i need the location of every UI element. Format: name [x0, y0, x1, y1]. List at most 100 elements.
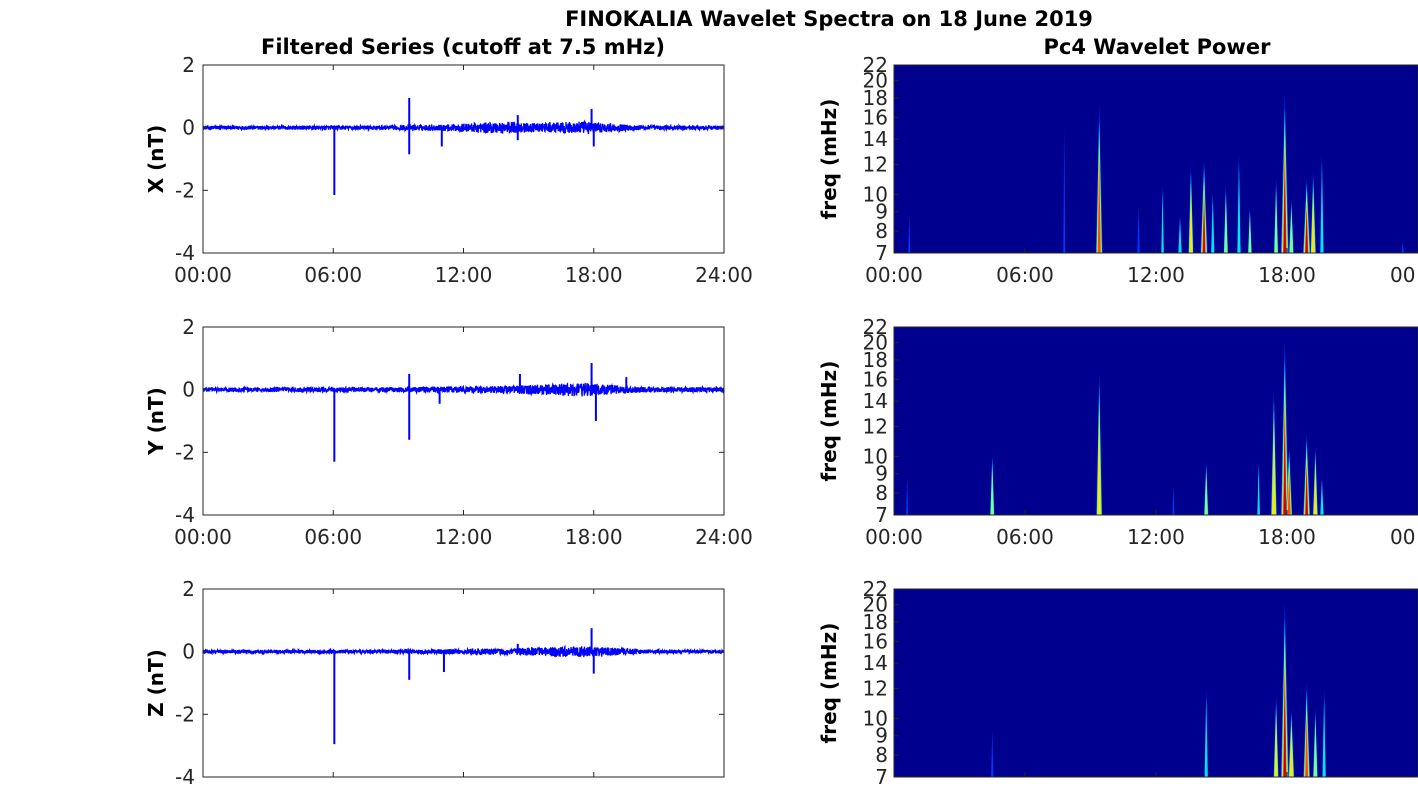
y-tick-label: 8: [875, 743, 888, 767]
y-tick-label: 22: [863, 577, 888, 601]
y-tick-label: 10: [863, 182, 888, 206]
y-tick-label: 14: [863, 651, 888, 675]
y-tick-label: 20: [863, 69, 888, 93]
wavelet-power-burst: [1313, 464, 1317, 515]
y-axis-label: freq (mHz): [817, 623, 841, 744]
wavelet-power-burst: [1137, 206, 1140, 253]
y-tick-label: 0: [182, 378, 195, 402]
heatmap-background: [894, 65, 1418, 253]
y-tick-label: 16: [863, 629, 888, 653]
axes-frame: [202, 326, 725, 516]
y-tick-label: 22: [863, 53, 888, 77]
wavelet-power-burst: [1289, 726, 1294, 777]
wavelet-power-burst: [1274, 716, 1278, 777]
wavelet-power-burst: [1097, 408, 1101, 515]
figure-title: FINOKALIA Wavelet Spectra on 18 June 201…: [565, 7, 1093, 31]
wavelet-power-burst: [1224, 196, 1228, 253]
y-tick-label: 0: [182, 640, 195, 664]
y-tick-label: 12: [863, 677, 888, 701]
wavelet-power-burst: [1202, 199, 1206, 253]
x-tick-label: 12:00: [435, 263, 493, 287]
wavelet-power-burst: [1063, 127, 1066, 253]
wavelet-power-burst: [1272, 421, 1276, 515]
x-tick-label: 12:00: [435, 525, 493, 549]
wavelet-power-burst: [1204, 696, 1208, 777]
y-axis-label: freq (mHz): [817, 361, 841, 482]
wavelet-power-burst: [1287, 469, 1291, 515]
y-tick-label: 22: [863, 315, 888, 339]
y-tick-label: 9: [875, 462, 888, 486]
wavelet-power-burst: [906, 476, 909, 515]
x-tick-label: 00:00: [174, 525, 232, 549]
y-tick-label: 9: [875, 200, 888, 224]
wavelet-power-burst: [1178, 218, 1182, 253]
y-tick-label: 18: [863, 348, 888, 372]
y-tick-label: 9: [875, 724, 888, 748]
y-tick-label: -4: [175, 503, 195, 527]
y-tick-label: -2: [175, 178, 195, 202]
x-tick-label: 18:00: [1258, 263, 1316, 287]
heatmap-background: [894, 589, 1418, 777]
y-tick-label: 7: [875, 765, 888, 788]
x-tick-label: 24:00: [695, 263, 753, 287]
wavelet-power-burst: [1322, 696, 1326, 777]
heatmap: [894, 65, 1418, 253]
left-column-title: Filtered Series (cutoff at 7.5 mHz): [261, 35, 665, 59]
x-tick-label: 12:00: [1127, 263, 1185, 287]
heatmap: [894, 589, 1418, 777]
wavelet-power-burst: [1161, 190, 1164, 253]
y-tick-label: 16: [863, 367, 888, 391]
y-tick-label: -4: [175, 241, 195, 265]
x-tick-label: 18:00: [1258, 525, 1316, 549]
y-axis-label: freq (mHz): [817, 99, 841, 220]
x-tick-label: 06:00: [996, 525, 1054, 549]
y-tick-label: 2: [182, 53, 195, 77]
wavelet-power-burst: [1320, 162, 1324, 253]
wavelet-power-burst: [1274, 190, 1278, 253]
wavelet-power-burst: [991, 730, 994, 777]
wavelet-power-burst: [1305, 209, 1308, 253]
series-panel-z: 2 0 -2 -4 Z (nT): [144, 577, 725, 788]
y-tick-label: 12: [863, 153, 888, 177]
heatmap: [894, 327, 1418, 515]
x-tick-label: 18:00: [565, 263, 623, 287]
heatmap-background: [894, 327, 1418, 515]
x-tick-label: 00:00: [865, 525, 923, 549]
series-line: [202, 382, 725, 397]
y-tick-label: 10: [863, 706, 888, 730]
y-tick-label: -2: [175, 440, 195, 464]
y-tick-label: 12: [863, 415, 888, 439]
x-tick-label: 00:00: [174, 263, 232, 287]
x-tick-label: 06:00: [996, 263, 1054, 287]
y-tick-label: 18: [863, 86, 888, 110]
y-tick-label: 7: [875, 503, 888, 527]
y-tick-label: 20: [863, 331, 888, 355]
y-tick-label: 7: [875, 241, 888, 265]
wavelet-power-burst: [1097, 156, 1101, 253]
wavelet-power-burst: [1401, 242, 1404, 253]
wavelet-power-burst: [1305, 715, 1309, 777]
y-tick-label: 8: [875, 481, 888, 505]
wavelet-power-burst: [1204, 470, 1208, 515]
y-tick-label: 20: [863, 593, 888, 617]
y-tick-label: 14: [863, 127, 888, 151]
right-column-title: Pc4 Wavelet Power: [1044, 35, 1272, 59]
y-axis-label: X (nT): [144, 125, 168, 194]
wavelet-power-burst: [1283, 415, 1287, 515]
x-tick-label: 00:00: [865, 263, 923, 287]
x-tick-label: 00: [1390, 263, 1415, 287]
y-tick-label: -2: [175, 702, 195, 726]
wavelet-power-burst: [1189, 187, 1193, 253]
x-tick-label: 06:00: [304, 525, 362, 549]
y-axis-label: Z (nT): [144, 649, 168, 717]
y-tick-label: 8: [875, 219, 888, 243]
wavelet-power-burst: [1248, 214, 1252, 253]
y-tick-label: 18: [863, 610, 888, 634]
y-tick-label: -4: [175, 765, 195, 788]
y-tick-label: 2: [182, 577, 195, 601]
wavelet-power-burst: [1320, 480, 1324, 515]
wavelet-power-burst: [1313, 720, 1318, 777]
